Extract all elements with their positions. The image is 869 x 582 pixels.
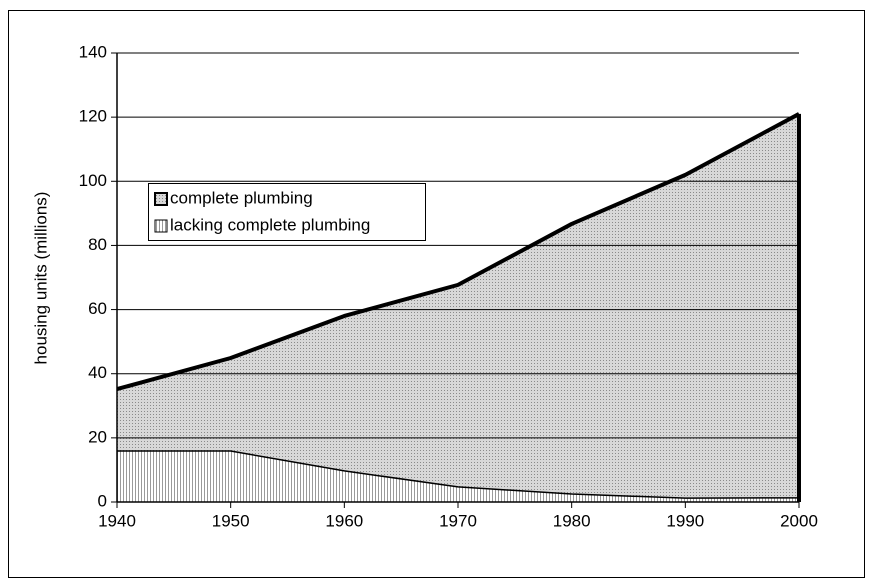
chart-border xyxy=(8,10,865,578)
x-tick-label: 1940 xyxy=(98,511,136,530)
y-tick-label: 0 xyxy=(98,491,107,510)
legend-label: lacking complete plumbing xyxy=(170,215,370,234)
area-edge xyxy=(117,450,800,499)
legend-label: complete plumbing xyxy=(170,188,313,207)
y-tick-label: 20 xyxy=(88,427,107,446)
y-axis-title: housing units (millions) xyxy=(31,192,50,365)
y-tick-label: 100 xyxy=(79,171,107,190)
area-fill xyxy=(117,113,799,499)
x-tick-label: 1970 xyxy=(439,511,477,530)
legend: complete plumbing lacking complete plumbi… xyxy=(148,183,426,241)
y-tick-label: 140 xyxy=(79,42,107,61)
y-tick-label: 40 xyxy=(88,363,107,382)
legend-swatch xyxy=(154,219,168,233)
y-tick-label: 120 xyxy=(79,107,107,126)
x-tick-label: 1980 xyxy=(553,511,591,530)
area-fill xyxy=(117,451,799,502)
x-tick-label: 1990 xyxy=(666,511,704,530)
x-tick-label: 2000 xyxy=(780,511,818,530)
area-edge xyxy=(116,112,800,392)
x-tick-label: 1950 xyxy=(212,511,250,530)
legend-box xyxy=(148,183,426,241)
y-tick-label: 60 xyxy=(88,299,107,318)
legend-swatch xyxy=(154,192,168,206)
y-tick-label: 80 xyxy=(88,235,107,254)
x-tick-label: 1960 xyxy=(325,511,363,530)
